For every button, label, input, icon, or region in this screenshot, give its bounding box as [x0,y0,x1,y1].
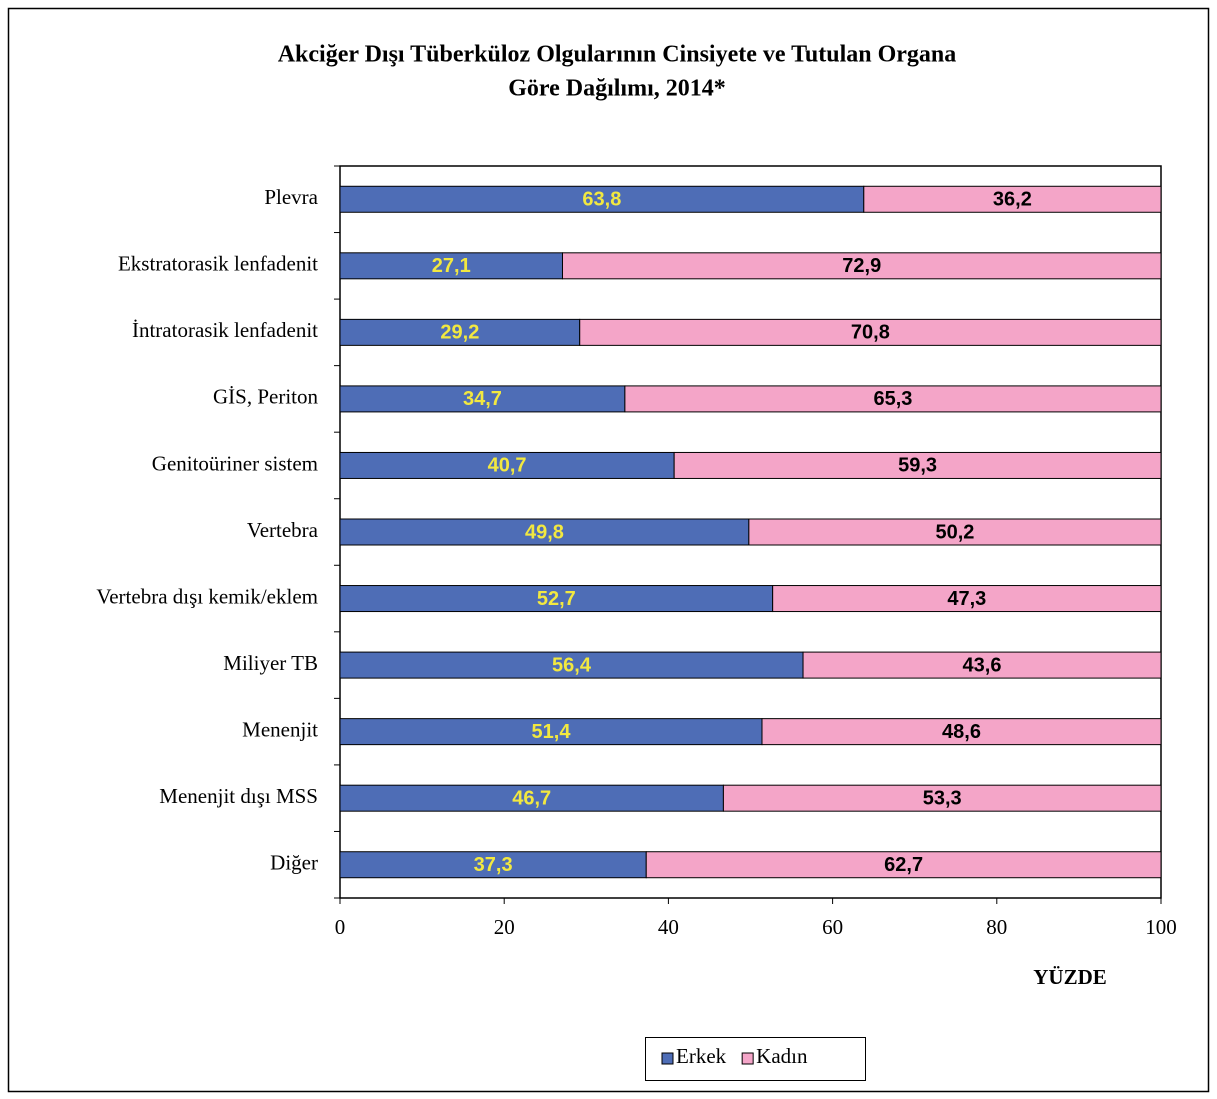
legend-swatch [741,1052,754,1065]
y-tick-label: Menenjit dışı MSS [159,784,318,808]
data-label: 49,8 [525,521,564,543]
y-tick-label: İntratorasik lenfadenit [132,318,318,342]
y-tick-label: Menenjit [242,717,318,741]
data-label: 40,7 [488,455,527,477]
bar-segment [561,252,1162,280]
y-tick-label: Plevra [264,185,318,209]
chart-frame [7,7,1210,1093]
data-label: 59,3 [898,455,937,477]
data-label: 34,7 [463,388,502,410]
legend-label: Erkek [676,1044,727,1068]
x-tick-label: 60 [822,915,843,939]
bar-segment [624,385,1162,413]
bar-segment [802,651,1162,679]
data-label: 53,3 [923,787,962,809]
x-tick-label: 100 [1145,915,1177,939]
data-label: 70,8 [851,322,890,344]
y-tick-label: Miliyer TB [223,651,318,675]
x-tick-label: 40 [658,915,679,939]
y-tick-label: Genitoüriner sistem [152,451,318,475]
bar-segment [748,518,1162,546]
bar-segment [645,851,1162,879]
y-tick-label: Vertebra [247,518,319,542]
data-label: 72,9 [842,255,881,277]
bar-segment [339,318,581,346]
data-label: 65,3 [873,388,912,410]
x-axis-label: YÜZDE [1033,965,1107,989]
bar-segment [339,585,774,613]
bar-segment [761,718,1162,746]
data-label: 27,1 [432,255,471,277]
bar-segment [673,451,1162,479]
bar-segment [772,585,1162,613]
bar-segment [339,851,647,879]
y-tick-label: Ekstratorasik lenfadenit [118,252,318,276]
data-label: 62,7 [884,854,923,876]
data-label: 43,6 [963,654,1002,676]
legend-swatch [661,1052,674,1065]
y-tick-label: GİS, Periton [213,385,319,409]
bar-segment [339,185,865,213]
data-label: 29,2 [440,322,479,344]
data-label: 47,3 [947,588,986,610]
y-tick-label: Diğer [270,851,318,875]
bar-segment [339,718,763,746]
bar-segment [339,451,675,479]
chart-title: Göre Dağılımı, 2014* [508,76,726,102]
legend-label: Kadın [756,1044,808,1068]
data-label: 36,2 [993,189,1032,211]
chart-title: Akciğer Dışı Tüberküloz Olgularının Cins… [278,42,957,68]
bar-segment [579,318,1162,346]
bar-segment [339,651,804,679]
bar-segment [863,185,1162,213]
data-label: 52,7 [537,588,576,610]
bar-segment [339,518,750,546]
bar-segment [339,252,563,280]
data-label: 50,2 [935,521,974,543]
y-tick-label: Vertebra dışı kemik/eklem [96,584,318,608]
data-label: 48,6 [942,721,981,743]
bar-segment [339,784,724,812]
bar-segment [722,784,1162,812]
x-tick-label: 0 [335,915,346,939]
data-label: 46,7 [512,787,551,809]
bar-segment [339,385,626,413]
data-label: 63,8 [582,189,621,211]
x-tick-label: 80 [986,915,1007,939]
x-tick-label: 20 [494,915,515,939]
data-label: 37,3 [474,854,513,876]
data-label: 51,4 [532,721,572,743]
legend [645,1037,866,1081]
data-label: 56,4 [552,654,592,676]
